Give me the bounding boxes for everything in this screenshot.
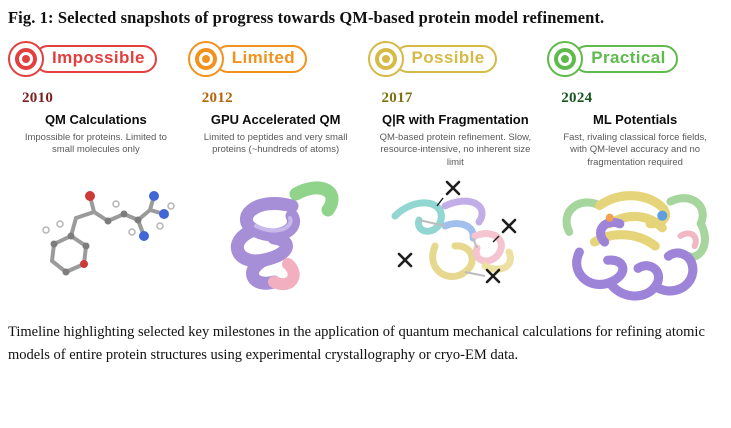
cut-x-marks bbox=[398, 180, 517, 284]
fragmented-protein-illustration bbox=[391, 180, 517, 284]
helix-highlight bbox=[253, 215, 293, 233]
figure-title: Fig. 1: Selected snapshots of progress t… bbox=[8, 8, 605, 27]
target-icon bbox=[187, 41, 224, 77]
small-molecule-stick-illustration bbox=[42, 190, 175, 276]
milestone-column-2010: Impossible 2010 QM Calculations Impossib… bbox=[6, 32, 186, 313]
milestone-column-2024: Practical 2024 ML Potentials Fast, rival… bbox=[545, 32, 725, 313]
milestone-description: Limited to peptides and very small prote… bbox=[203, 132, 348, 156]
target-icon bbox=[8, 41, 44, 77]
milestone-year: 2012 bbox=[201, 90, 233, 106]
pink-accent-loop bbox=[677, 230, 699, 250]
milestone-year: 2010 bbox=[22, 90, 54, 106]
green-ribbon-segment bbox=[289, 181, 339, 217]
milestone-timeline: Impossible 2010 QM Calculations Impossib… bbox=[0, 30, 731, 313]
illustration-container bbox=[366, 171, 546, 313]
hydrogen-atoms bbox=[42, 200, 175, 236]
milestone-description: Impossible for proteins. Limited to smal… bbox=[24, 132, 167, 156]
green-loops bbox=[562, 194, 710, 261]
milestone-year: 2024 bbox=[561, 90, 593, 106]
purple-helices bbox=[572, 217, 698, 301]
milestone-description: Fast, rivaling classical force fields, w… bbox=[563, 132, 707, 168]
status-badge: Possible bbox=[367, 36, 546, 82]
milestone-heading: QM Calculations bbox=[44, 112, 147, 127]
cut-tick-lines bbox=[436, 197, 500, 243]
milestone-heading: GPU Accelerated QM bbox=[210, 112, 341, 127]
illustration-container bbox=[6, 159, 186, 313]
status-badge: Practical bbox=[547, 36, 725, 82]
illustration-container bbox=[186, 159, 366, 313]
protein-fragments bbox=[391, 197, 515, 280]
status-badge: Limited bbox=[187, 36, 366, 82]
milestone-column-2012: Limited 2012 GPU Accelerated QM Limited … bbox=[186, 32, 366, 313]
milestone-heading: ML Potentials bbox=[592, 112, 678, 127]
carbon-atoms bbox=[50, 210, 142, 276]
status-label: Possible bbox=[393, 45, 497, 73]
status-label: Impossible bbox=[34, 45, 157, 73]
oxygen-atoms bbox=[79, 190, 95, 268]
nitrogen-atoms bbox=[138, 190, 169, 241]
fragment-links bbox=[419, 219, 486, 278]
milestone-description: QM-based protein refinement. Slow, resou… bbox=[379, 132, 532, 168]
target-icon bbox=[547, 41, 584, 77]
orange-ligand-dot bbox=[605, 213, 614, 222]
pink-ribbon-segment bbox=[267, 257, 300, 290]
illustration-container bbox=[545, 171, 725, 313]
figure-caption: Timeline highlighting selected key miles… bbox=[8, 324, 705, 364]
blue-ligand-dot bbox=[657, 210, 668, 221]
milestone-column-2017: Possible 2017 Q|R with Fragmentation QM-… bbox=[366, 32, 546, 313]
purple-helix-coil bbox=[230, 196, 300, 290]
status-badge: Impossible bbox=[8, 36, 186, 82]
target-icon bbox=[367, 41, 404, 77]
alpha-helix-ribbon-illustration bbox=[230, 181, 339, 290]
full-protein-cartoon-illustration bbox=[562, 191, 710, 301]
milestone-year: 2017 bbox=[381, 90, 413, 106]
status-label: Limited bbox=[213, 45, 307, 73]
milestone-heading: Q|R with Fragmentation bbox=[382, 112, 529, 127]
status-label: Practical bbox=[573, 45, 678, 73]
